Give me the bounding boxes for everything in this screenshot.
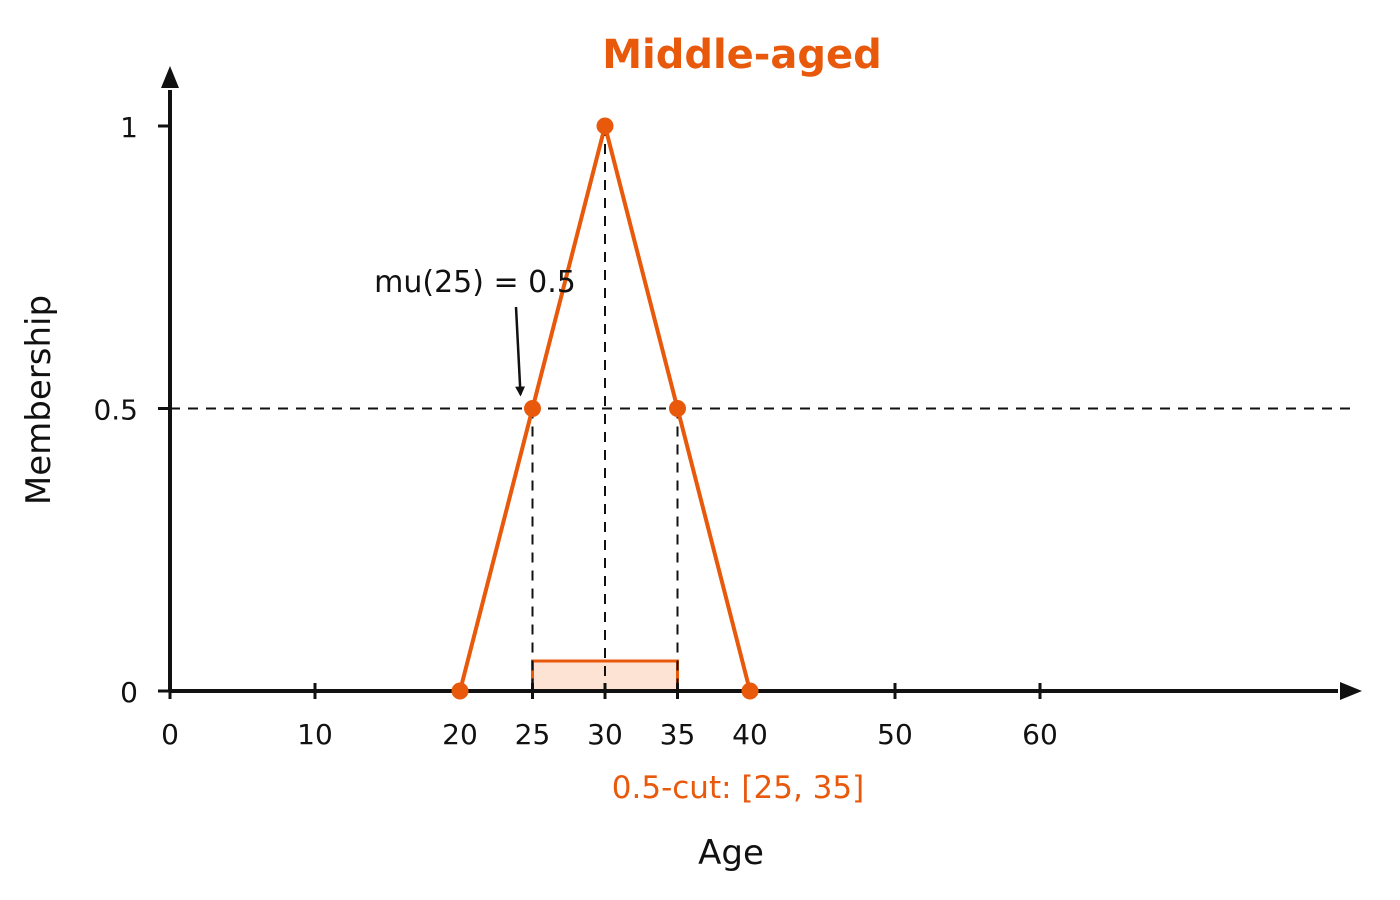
y-axis-label: Membership: [19, 295, 59, 505]
x-tick-label: 20: [442, 718, 478, 751]
x-axis-label: Age: [698, 833, 764, 873]
x-axis-arrow: [1340, 682, 1362, 700]
data-point: [741, 682, 759, 700]
alpha-cut-label: 0.5-cut: [25, 35]: [612, 770, 864, 806]
data-point: [596, 117, 614, 135]
x-tick-label: 30: [587, 718, 623, 751]
annotation-label: mu(25) = 0.5: [374, 265, 576, 300]
y-tick-label: 0: [120, 676, 138, 709]
y-tick-label: 1: [120, 111, 138, 144]
y-axis-arrow: [161, 66, 179, 88]
annotation-arrow: [514, 306, 526, 397]
x-tick-label: 40: [732, 718, 768, 751]
x-tick-label: 60: [1022, 718, 1058, 751]
x-tick-label: 50: [877, 718, 913, 751]
data-point: [669, 400, 686, 417]
data-point: [524, 400, 541, 417]
x-tick-label: 0: [161, 718, 179, 751]
data-point: [451, 682, 469, 700]
chart-title: Middle-aged: [602, 32, 882, 78]
x-tick-label: 10: [297, 718, 333, 751]
x-tick-label: 25: [515, 718, 551, 751]
x-tick-label: 35: [660, 718, 696, 751]
y-tick-label: 0.5: [93, 394, 138, 427]
alpha-cut-bracket: [531, 659, 679, 691]
